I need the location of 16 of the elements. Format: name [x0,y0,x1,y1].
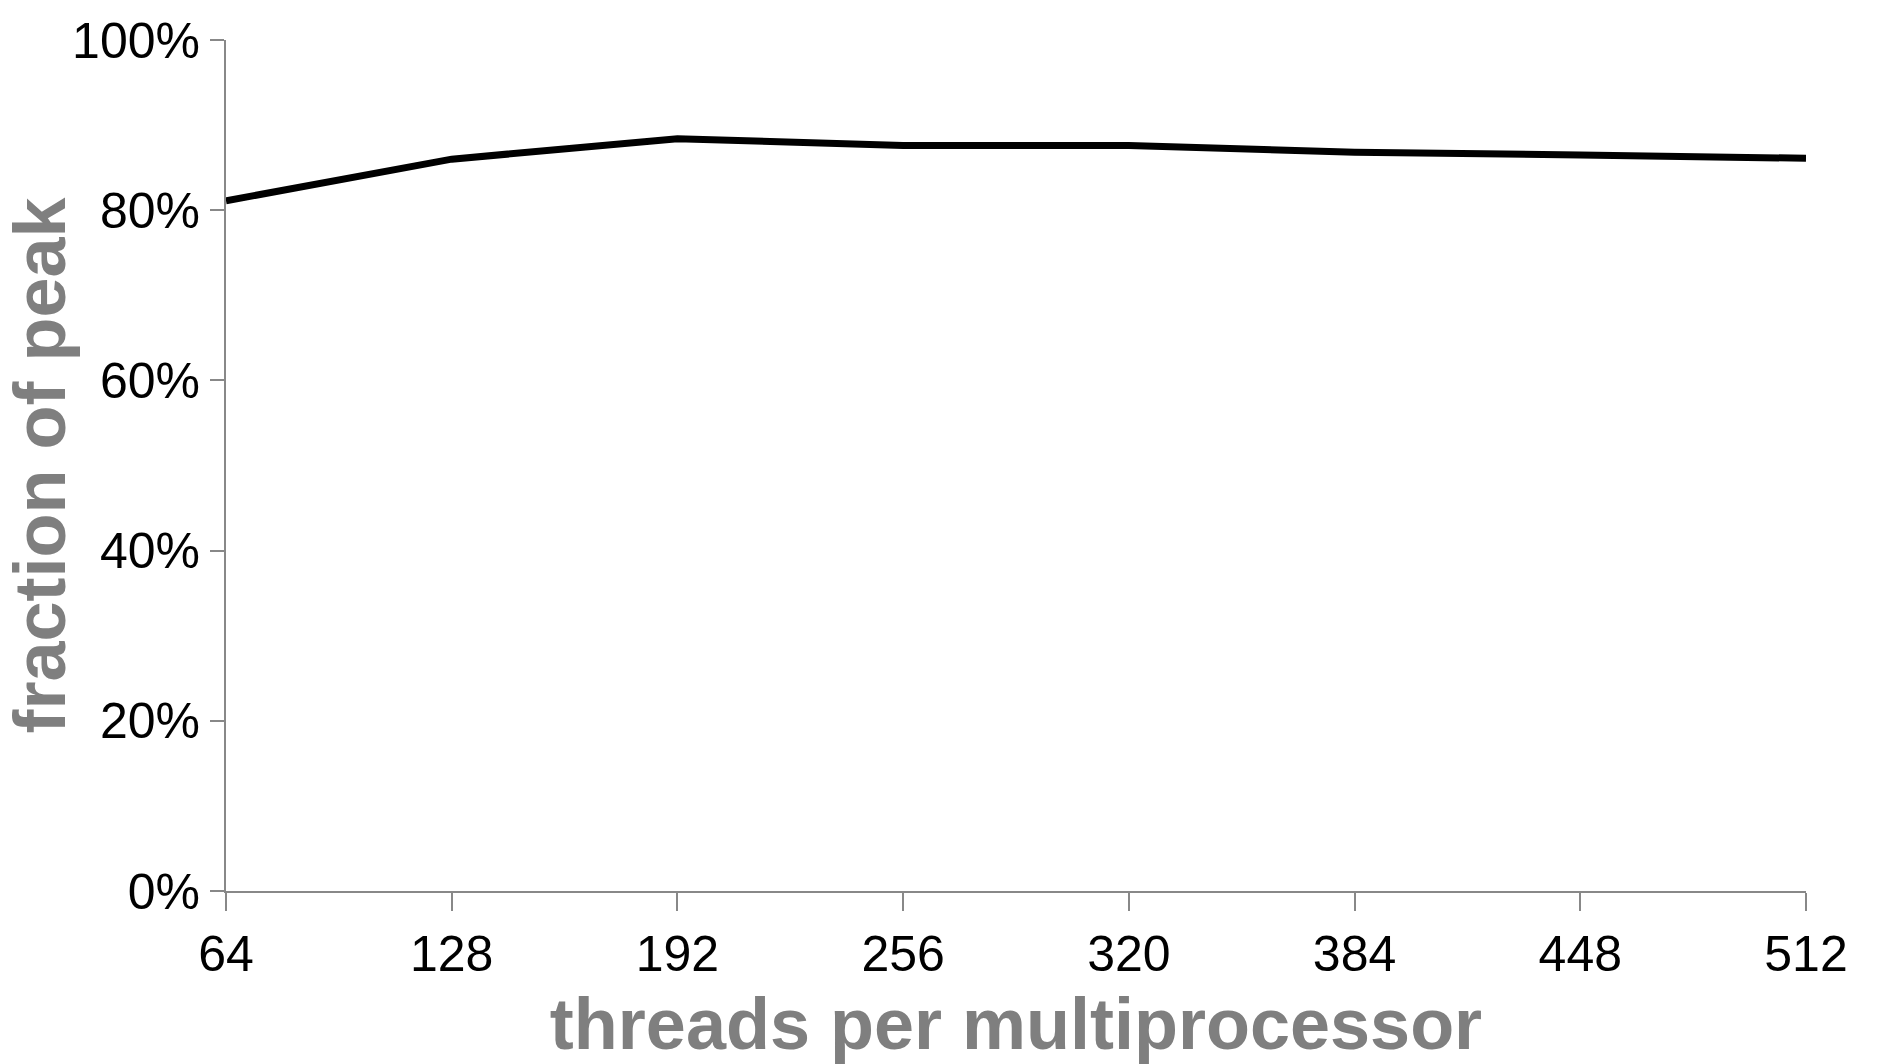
y-tick-label: 100% [72,12,200,69]
y-tick-label: 40% [99,523,200,580]
x-tick-label: 256 [861,926,945,982]
x-tick-label: 512 [1764,926,1848,982]
y-tick-label: 20% [99,693,200,750]
x-tick-label: 320 [1087,926,1171,982]
y-tick-label: 0% [127,863,200,920]
x-tick-label: 384 [1312,926,1397,982]
x-tick-label: 128 [409,926,494,982]
x-tick-label: 448 [1538,926,1623,982]
y-axis-title: fraction of peak [0,196,80,734]
x-tick-label: 192 [635,926,720,982]
y-tick-label: 60% [99,352,200,409]
x-axis-title: threads per multiprocessor [549,984,1483,1064]
x-tick-label: 64 [198,926,254,982]
y-tick-label: 80% [99,182,200,239]
